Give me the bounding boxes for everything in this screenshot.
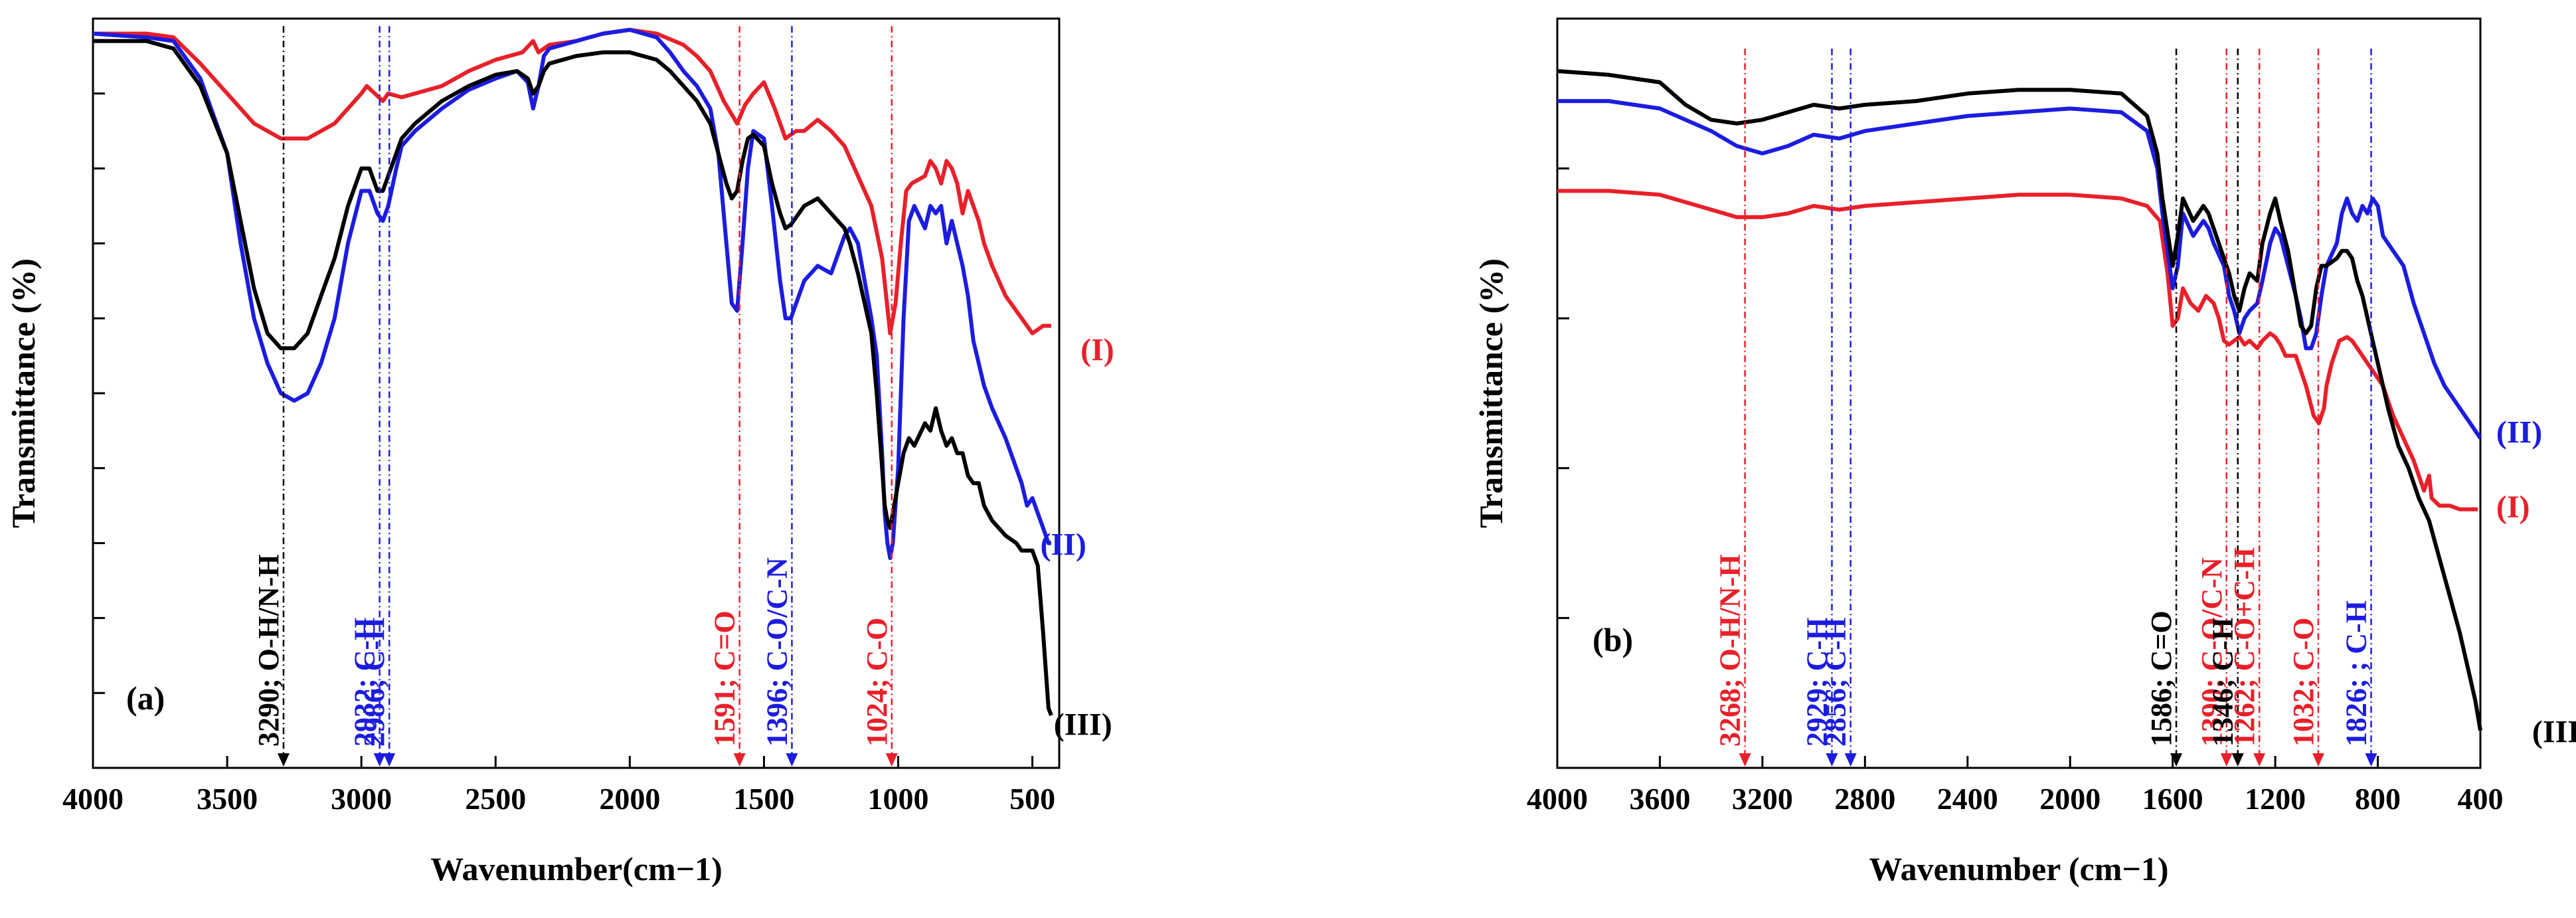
series-label: (I) <box>1080 332 1114 367</box>
annotation-label: 2929; C-H <box>1801 618 1834 747</box>
x-tick-label: 2400 <box>1937 782 1998 816</box>
x-axis-title: Wavenumber (cm−1) <box>1869 850 2168 887</box>
panel-label: (b) <box>1592 621 1633 658</box>
annotation-arrow <box>885 753 898 767</box>
annotation-label: 1826; ; C-H <box>2340 600 2373 747</box>
annotation-arrow <box>2365 753 2377 767</box>
x-tick-label: 2000 <box>2039 782 2101 816</box>
x-axis-title: Wavenumber(cm−1) <box>430 850 723 887</box>
annotation-arrow <box>1826 753 1838 767</box>
x-tick-label: 2800 <box>1834 782 1895 816</box>
x-tick-label: 1500 <box>733 782 794 816</box>
x-tick-label: 3000 <box>331 782 392 816</box>
axes-frame <box>92 17 1061 769</box>
annotation-label: 1346; C-H <box>2207 618 2239 747</box>
annotation-label: 3290; O-H/N-H <box>252 554 285 747</box>
annotation-arrow <box>1739 753 1751 767</box>
x-tick-label: 3200 <box>1732 782 1793 816</box>
series-label: (II) <box>1041 527 1086 563</box>
annotation-arrow <box>277 753 290 767</box>
axes-frame <box>1556 17 2482 769</box>
series-label: (III) <box>1054 707 1112 742</box>
chart-panel-b: 4000 3600 3200 2800 2400 2000 1600 1200 800 400 Wa… <box>1472 17 2576 887</box>
series-line <box>1557 189 2478 511</box>
x-tick-label: 1600 <box>2142 782 2203 816</box>
annotation-arrow <box>383 753 396 767</box>
annotation-label: 1032; C-O <box>2287 618 2320 747</box>
chart-panel-a: 4000 3500 3000 2500 2000 1500 1000 500 Wavenumbe… <box>5 17 1114 887</box>
x-tick-label: 3500 <box>197 782 258 816</box>
annotation-arrow <box>733 753 746 767</box>
annotation-label: 1591; C=O <box>709 610 741 747</box>
annotation-arrow <box>373 753 386 767</box>
x-tick-label: 3600 <box>1629 782 1690 816</box>
x-tick-label: 400 <box>2458 782 2504 816</box>
annotation-arrow <box>2220 753 2233 767</box>
series-line <box>93 39 1053 717</box>
series-label: (II) <box>2496 414 2542 450</box>
y-axis-title: Transmittance (%) <box>5 258 42 528</box>
panel-label: (a) <box>126 680 165 717</box>
series-line <box>92 27 1051 561</box>
annotation-label: 2932; C-H <box>349 618 381 747</box>
annotation-arrow <box>1844 753 1857 767</box>
annotation-label: 1024; C-O <box>861 618 893 747</box>
annotation-label: 1396; C-O/C-N <box>760 557 793 747</box>
x-tick-label: 1200 <box>2245 782 2306 816</box>
x-tick-label: 4000 <box>1527 782 1588 816</box>
series-line <box>1557 99 2482 440</box>
annotation-arrow <box>2253 753 2266 767</box>
annotation-label: 3268; O-H/N-H <box>1714 554 1747 747</box>
x-tick-label: 1000 <box>868 782 929 816</box>
annotation-label: 1390; C-O/C-N <box>2195 557 2228 747</box>
x-tick-label: 800 <box>2355 782 2401 816</box>
series-line <box>93 27 1051 335</box>
y-axis-title: Transmittance (%) <box>1472 258 1509 528</box>
annotation-arrow <box>2231 753 2244 767</box>
x-tick-label: 4000 <box>62 782 124 816</box>
x-tick-label: 2500 <box>465 782 526 816</box>
annotation-label: 1586; C=O <box>2145 610 2178 747</box>
annotation-label: 2856; C-H <box>1820 618 1852 747</box>
annotation-arrow <box>786 753 798 767</box>
x-tick-label: 500 <box>1009 782 1055 816</box>
series-line <box>1557 69 2482 731</box>
series-label: (I) <box>2496 490 2530 525</box>
annotation-label: 2986; C-H <box>358 618 390 747</box>
x-tick-label: 2000 <box>599 782 660 816</box>
annotation-arrow <box>2170 753 2183 767</box>
series-label: (III) <box>2532 715 2576 750</box>
annotation-label: 1262; C-O+C-H <box>2228 547 2261 747</box>
annotation-arrow <box>2312 753 2324 767</box>
